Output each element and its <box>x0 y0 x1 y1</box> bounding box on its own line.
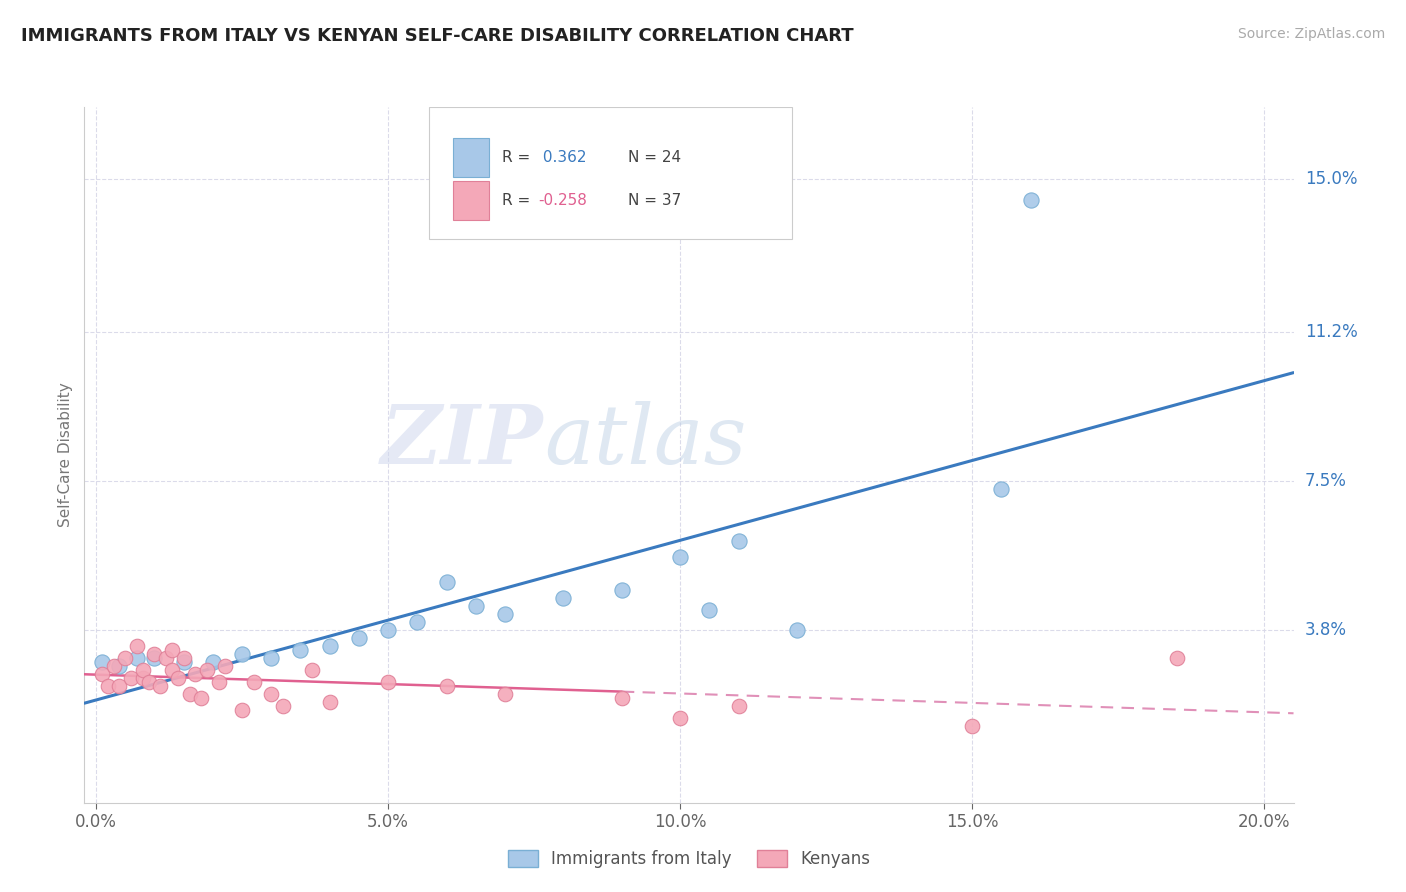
Text: 0.362: 0.362 <box>538 150 586 165</box>
Point <box>143 651 166 665</box>
Point <box>184 667 207 681</box>
Point <box>231 703 253 717</box>
Y-axis label: Self-Care Disability: Self-Care Disability <box>58 383 73 527</box>
Point <box>436 574 458 589</box>
Point <box>1166 651 1188 665</box>
Point <box>436 679 458 693</box>
Point <box>125 639 148 653</box>
Point <box>208 675 231 690</box>
Point <box>260 687 283 701</box>
Point <box>464 599 486 613</box>
Point <box>120 671 142 685</box>
Point <box>494 687 516 701</box>
Point <box>1019 193 1042 207</box>
Point <box>242 675 264 690</box>
Point <box>108 659 131 673</box>
Point <box>179 687 201 701</box>
Point <box>318 639 340 653</box>
Text: 7.5%: 7.5% <box>1305 472 1347 490</box>
Point <box>610 582 633 597</box>
Point <box>231 647 253 661</box>
Text: N = 24: N = 24 <box>628 150 682 165</box>
Point <box>201 655 224 669</box>
Point <box>138 675 160 690</box>
Point <box>727 534 749 549</box>
Point <box>318 695 340 709</box>
Point <box>260 651 283 665</box>
Point <box>727 699 749 714</box>
Text: 11.2%: 11.2% <box>1305 323 1357 342</box>
Point <box>108 679 131 693</box>
FancyBboxPatch shape <box>453 138 489 177</box>
Point <box>125 651 148 665</box>
Text: R =: R = <box>502 150 534 165</box>
Point <box>553 591 575 605</box>
Point <box>195 663 218 677</box>
Point <box>786 623 808 637</box>
Point <box>173 655 195 669</box>
Point <box>669 550 692 565</box>
Point <box>494 607 516 621</box>
Point <box>160 643 183 657</box>
Text: 15.0%: 15.0% <box>1305 170 1357 188</box>
Point <box>377 675 399 690</box>
Point <box>90 667 112 681</box>
Point <box>173 651 195 665</box>
Point <box>669 711 692 725</box>
Point <box>132 671 155 685</box>
Text: IMMIGRANTS FROM ITALY VS KENYAN SELF-CARE DISABILITY CORRELATION CHART: IMMIGRANTS FROM ITALY VS KENYAN SELF-CAR… <box>21 27 853 45</box>
Text: R =: R = <box>502 193 534 208</box>
Point <box>114 651 136 665</box>
Text: atlas: atlas <box>544 401 747 481</box>
Point <box>103 659 125 673</box>
Point <box>990 482 1012 496</box>
FancyBboxPatch shape <box>429 107 792 239</box>
Point <box>347 631 370 645</box>
Point <box>190 691 212 706</box>
Point <box>160 663 183 677</box>
Legend: Immigrants from Italy, Kenyans: Immigrants from Italy, Kenyans <box>501 843 877 874</box>
Text: N = 37: N = 37 <box>628 193 682 208</box>
Point <box>377 623 399 637</box>
Point <box>143 647 166 661</box>
Point <box>214 659 236 673</box>
Point <box>271 699 294 714</box>
Text: -0.258: -0.258 <box>538 193 586 208</box>
FancyBboxPatch shape <box>453 181 489 219</box>
Point <box>90 655 112 669</box>
Point <box>301 663 323 677</box>
Text: ZIP: ZIP <box>381 401 544 481</box>
Point <box>97 679 120 693</box>
Point <box>155 651 177 665</box>
Point <box>610 691 633 706</box>
Point <box>132 663 155 677</box>
Point <box>149 679 172 693</box>
Text: 3.8%: 3.8% <box>1305 621 1347 639</box>
Point <box>406 615 429 629</box>
Point <box>290 643 312 657</box>
Point <box>166 671 188 685</box>
Point <box>699 603 721 617</box>
Point <box>960 719 983 733</box>
Text: Source: ZipAtlas.com: Source: ZipAtlas.com <box>1237 27 1385 41</box>
